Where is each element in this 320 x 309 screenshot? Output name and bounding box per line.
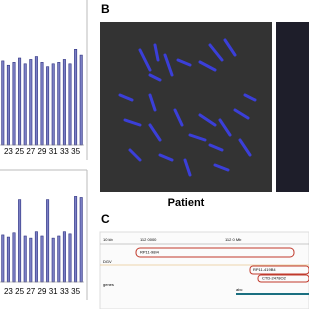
x-tick-label: 31	[49, 287, 58, 296]
bar	[68, 63, 72, 146]
clone	[249, 265, 309, 275]
bar	[12, 232, 16, 283]
bar	[74, 196, 78, 283]
clone	[257, 274, 309, 283]
bar	[29, 59, 33, 146]
x-tick-label: 29	[38, 287, 47, 296]
bar	[62, 231, 66, 283]
x-tick-label: 35	[71, 287, 80, 296]
bar	[34, 231, 38, 283]
scale: 10 kb	[103, 237, 114, 242]
x-tick-label: 25	[15, 147, 24, 156]
x-tick-label: 27	[26, 287, 35, 296]
x-tick-label: 31	[49, 147, 58, 156]
bar	[46, 66, 50, 146]
bar	[51, 63, 55, 146]
caption: Patient	[168, 197, 205, 209]
clone-label: RP11-98I4	[140, 250, 160, 255]
x-tick-label: 35	[71, 147, 80, 156]
chromosomes	[118, 38, 257, 177]
bar	[6, 64, 10, 146]
bar	[40, 62, 44, 146]
ruler: 112 0000	[140, 237, 157, 242]
bar	[29, 237, 33, 283]
bar	[74, 48, 78, 146]
bar	[1, 234, 5, 283]
bar	[18, 57, 22, 146]
track-label: DGV	[103, 259, 112, 264]
bar	[40, 235, 44, 283]
figure: B Patient C 10 kb 112 0000 112 0 Mb RP11…	[0, 0, 309, 309]
ruler: 112 0 Mb	[225, 237, 242, 242]
bar	[12, 62, 16, 146]
clone	[135, 247, 295, 258]
bar	[79, 197, 83, 283]
x-tick-label: 29	[38, 147, 47, 156]
gene-label: abc	[236, 287, 242, 292]
panel-label: B	[101, 2, 110, 16]
clone-label: RP11-419B4	[253, 267, 276, 272]
bar	[34, 56, 38, 146]
x-tick-label: 25	[15, 287, 24, 296]
panel-label: C	[101, 212, 110, 226]
bar	[79, 54, 83, 146]
bar	[23, 235, 27, 283]
micrograph	[276, 22, 309, 192]
x-tick-label: 33	[60, 147, 69, 156]
bar	[57, 235, 61, 283]
bar	[18, 199, 22, 283]
bar	[46, 199, 50, 283]
bar	[6, 236, 10, 283]
x-tick-label: 23	[4, 287, 13, 296]
bar	[51, 237, 55, 283]
x-tick-label: 33	[60, 287, 69, 296]
x-tick-label: 23	[4, 147, 13, 156]
bar	[1, 60, 5, 146]
bar	[68, 233, 72, 283]
track-label: genes	[103, 282, 114, 287]
genome-browser	[99, 231, 309, 309]
bar	[23, 63, 27, 146]
x-tick-label: 27	[26, 147, 35, 156]
bar	[62, 59, 66, 146]
clone-label: CTD-2478O2	[262, 276, 287, 281]
bar	[57, 62, 61, 146]
